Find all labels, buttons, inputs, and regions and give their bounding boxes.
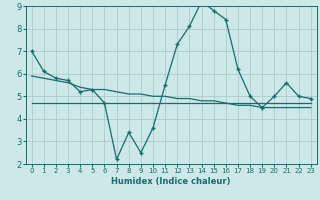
X-axis label: Humidex (Indice chaleur): Humidex (Indice chaleur) bbox=[111, 177, 231, 186]
